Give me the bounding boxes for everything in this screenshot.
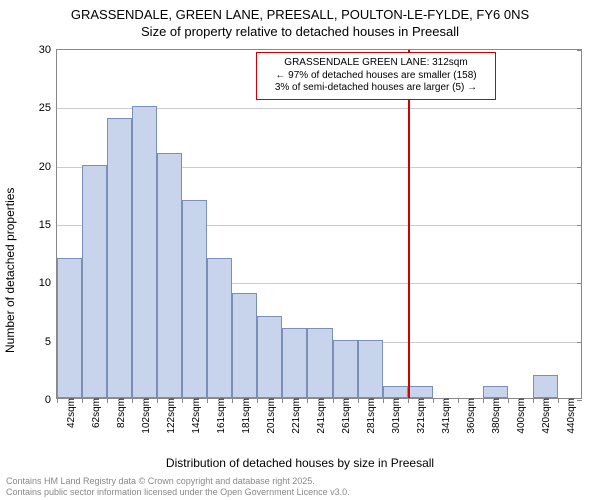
- x-tick-mark: [257, 398, 258, 403]
- annotation-line: 3% of semi-detached houses are larger (5…: [263, 82, 489, 95]
- footer-line-2: Contains public sector information licen…: [6, 487, 350, 498]
- histogram-bar: [533, 375, 558, 398]
- x-tick-mark: [82, 398, 83, 403]
- x-tick-label: 42sqm: [63, 398, 77, 428]
- x-tick-label: 62sqm: [88, 398, 102, 428]
- histogram-bar: [483, 386, 508, 398]
- x-tick-mark: [558, 398, 559, 403]
- title-line-2: Size of property relative to detached ho…: [0, 24, 600, 41]
- x-tick-label: 321sqm: [413, 398, 427, 434]
- y-axis-label: Number of detached properties: [3, 87, 17, 252]
- x-tick-mark: [358, 398, 359, 403]
- y-tick-mark: [577, 50, 582, 51]
- x-tick-label: 301sqm: [388, 398, 402, 434]
- annotation-line: GRASSENDALE GREEN LANE: 312sqm: [263, 57, 489, 70]
- histogram-bar: [358, 340, 383, 398]
- x-tick-mark: [282, 398, 283, 403]
- y-tick-mark: [577, 225, 582, 226]
- histogram-bar: [307, 328, 332, 398]
- x-tick-mark: [408, 398, 409, 403]
- reference-line: [408, 50, 410, 398]
- histogram-bar: [207, 258, 232, 398]
- x-tick-label: 241sqm: [313, 398, 327, 434]
- histogram-bar: [408, 386, 433, 398]
- title-line-1: GRASSENDALE, GREEN LANE, PREESALL, POULT…: [0, 7, 600, 24]
- y-tick-mark: [577, 342, 582, 343]
- x-tick-label: 102sqm: [138, 398, 152, 434]
- footer-attribution: Contains HM Land Registry data © Crown c…: [6, 476, 350, 498]
- x-tick-label: 221sqm: [288, 398, 302, 434]
- x-tick-mark: [232, 398, 233, 403]
- x-tick-mark: [307, 398, 308, 403]
- x-tick-mark: [157, 398, 158, 403]
- histogram-bar: [107, 118, 132, 398]
- x-tick-mark: [182, 398, 183, 403]
- x-tick-mark: [508, 398, 509, 403]
- x-axis-label: Distribution of detached houses by size …: [0, 456, 600, 470]
- x-tick-mark: [433, 398, 434, 403]
- y-tick-label: 5: [45, 336, 57, 348]
- histogram-bar: [257, 316, 282, 398]
- histogram-bar: [157, 153, 182, 398]
- x-tick-mark: [458, 398, 459, 403]
- annotation-line: ← 97% of detached houses are smaller (15…: [263, 70, 489, 83]
- x-tick-mark: [132, 398, 133, 403]
- y-tick-mark: [577, 283, 582, 284]
- footer-line-1: Contains HM Land Registry data © Crown c…: [6, 476, 350, 487]
- chart-title: GRASSENDALE, GREEN LANE, PREESALL, POULT…: [0, 5, 600, 47]
- y-tick-label: 10: [39, 277, 57, 289]
- x-tick-mark: [533, 398, 534, 403]
- x-tick-label: 341sqm: [438, 398, 452, 434]
- histogram-bar: [182, 200, 207, 398]
- x-tick-label: 122sqm: [163, 398, 177, 434]
- y-tick-mark: [577, 400, 582, 401]
- y-tick-label: 25: [39, 102, 57, 114]
- x-tick-label: 380sqm: [488, 398, 502, 434]
- x-tick-label: 420sqm: [538, 398, 552, 434]
- y-tick-label: 15: [39, 219, 57, 231]
- x-tick-label: 161sqm: [213, 398, 227, 434]
- histogram-bar: [132, 106, 157, 398]
- y-tick-label: 30: [39, 44, 57, 56]
- histogram-bar: [383, 386, 408, 398]
- x-tick-label: 142sqm: [188, 398, 202, 434]
- x-tick-label: 400sqm: [513, 398, 527, 434]
- x-tick-label: 440sqm: [563, 398, 577, 434]
- y-tick-mark: [577, 167, 582, 168]
- chart-container: GRASSENDALE, GREEN LANE, PREESALL, POULT…: [0, 5, 600, 500]
- histogram-bar: [333, 340, 358, 398]
- x-tick-mark: [107, 398, 108, 403]
- x-tick-mark: [57, 398, 58, 403]
- x-tick-label: 360sqm: [463, 398, 477, 434]
- x-tick-label: 201sqm: [263, 398, 277, 434]
- x-tick-mark: [483, 398, 484, 403]
- y-tick-label: 20: [39, 161, 57, 173]
- histogram-bar: [232, 293, 257, 398]
- x-tick-mark: [333, 398, 334, 403]
- x-tick-label: 181sqm: [238, 398, 252, 434]
- x-tick-mark: [207, 398, 208, 403]
- y-tick-mark: [577, 108, 582, 109]
- y-tick-label: 0: [45, 394, 57, 406]
- x-tick-label: 82sqm: [113, 398, 127, 428]
- histogram-bar: [282, 328, 307, 398]
- x-tick-label: 261sqm: [338, 398, 352, 434]
- x-tick-label: 281sqm: [363, 398, 377, 434]
- annotation-box: GRASSENDALE GREEN LANE: 312sqm← 97% of d…: [256, 52, 496, 100]
- x-tick-mark: [383, 398, 384, 403]
- plot-area: 05101520253042sqm62sqm82sqm102sqm122sqm1…: [56, 49, 582, 399]
- histogram-bar: [82, 165, 107, 398]
- histogram-bar: [57, 258, 82, 398]
